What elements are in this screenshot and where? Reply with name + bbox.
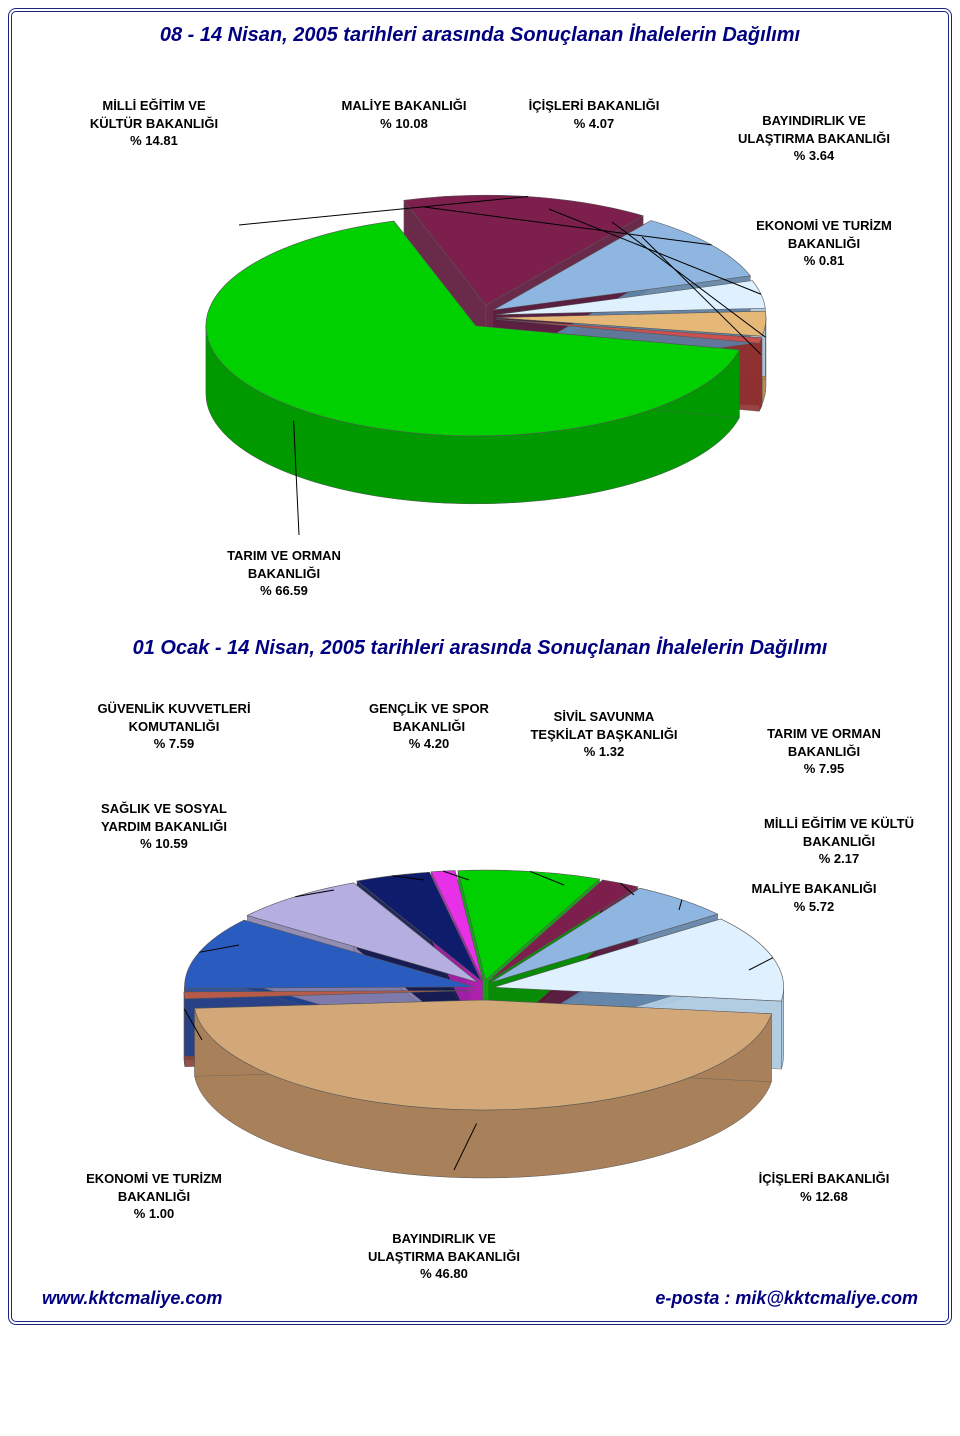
chart-slice-label: GÜVENLİK KUVVETLERİKOMUTANLIĞI% 7.59: [97, 700, 250, 753]
chart-slice-label: TARIM VE ORMANBAKANLIĞI% 7.95: [767, 725, 881, 778]
chart-2-title: 01 Ocak - 14 Nisan, 2005 tarihleri arası…: [24, 637, 936, 660]
chart-slice-label: MİLLİ EĞİTİM VEKÜLTÜR BAKANLIĞI% 14.81: [90, 97, 218, 150]
footer-email: e-posta : mik@kktcmaliye.com: [655, 1288, 918, 1309]
chart-1-area: TARIM VE ORMANBAKANLIĞI% 66.59 MİLLİ EĞİT…: [24, 57, 936, 617]
chart-slice-label: SİVİL SAVUNMATEŞKİLAT BAŞKANLIĞI% 1.32: [530, 708, 677, 761]
chart-1: 08 - 14 Nisan, 2005 tarihleri arasında S…: [24, 24, 936, 617]
chart-slice-label: EKONOMİ VE TURİZMBAKANLIĞI% 0.81: [756, 217, 892, 270]
chart-slice-label: GENÇLİK VE SPORBAKANLIĞI% 4.20: [369, 700, 489, 753]
chart-1-title: 08 - 14 Nisan, 2005 tarihleri arasında S…: [24, 24, 936, 47]
chart-slice-label: MİLLİ EĞİTİM VE KÜLTÜBAKANLIĞI% 2.17: [764, 815, 914, 868]
chart-slice-label: MALİYE BAKANLIĞI% 10.08: [342, 97, 467, 132]
chart-slice-label: TARIM VE ORMANBAKANLIĞI% 66.59: [227, 547, 341, 600]
footer-website: www.kktcmaliye.com: [42, 1288, 222, 1309]
chart-2-area: BAYINDIRLIK VEULAŞTIRMA BAKANLIĞI% 46.80…: [24, 670, 936, 1280]
page-frame: 08 - 14 Nisan, 2005 tarihleri arasında S…: [8, 8, 952, 1325]
chart-slice-label: İÇİŞLERİ BAKANLIĞI% 12.68: [759, 1170, 890, 1205]
chart-slice-label: BAYINDIRLIK VEULAŞTIRMA BAKANLIĞI% 3.64: [738, 112, 890, 165]
chart-slice-label: EKONOMİ VE TURİZMBAKANLIĞI% 1.00: [86, 1170, 222, 1223]
chart-slice-label: MALİYE BAKANLIĞI% 5.72: [752, 880, 877, 915]
chart-2: 01 Ocak - 14 Nisan, 2005 tarihleri arası…: [24, 637, 936, 1280]
chart-slice-label: İÇİŞLERİ BAKANLIĞI% 4.07: [529, 97, 660, 132]
chart-slice-label: SAĞLIK VE SOSYALYARDIM BAKANLIĞI% 10.59: [101, 800, 227, 853]
chart-slice-label: BAYINDIRLIK VEULAŞTIRMA BAKANLIĞI% 46.80: [368, 1230, 520, 1283]
footer: www.kktcmaliye.com e-posta : mik@kktcmal…: [24, 1280, 936, 1313]
